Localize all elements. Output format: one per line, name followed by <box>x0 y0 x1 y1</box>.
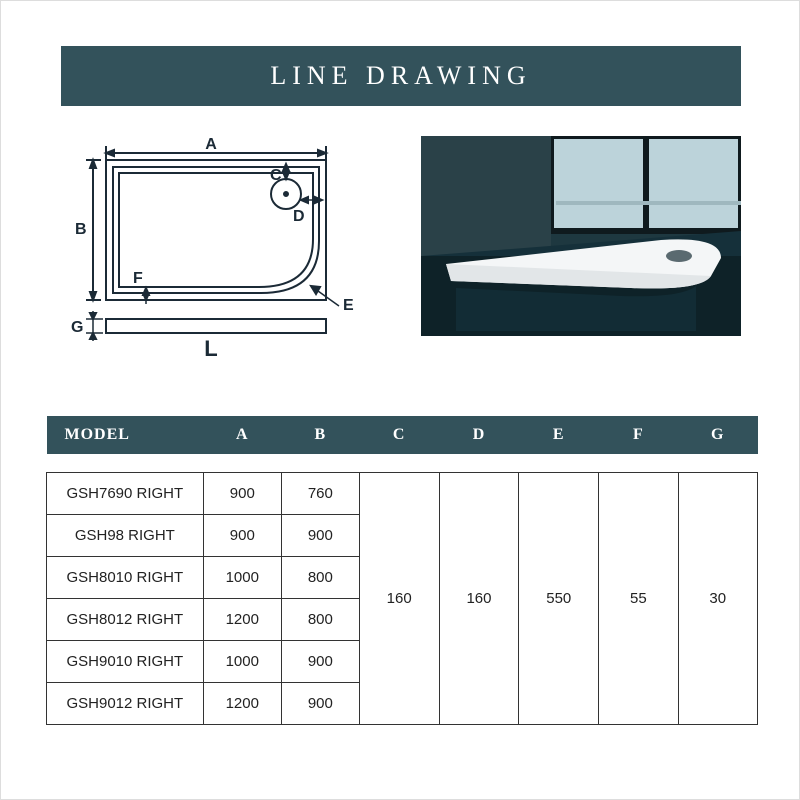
svg-text:C: C <box>270 167 282 184</box>
title-bar: LINE DRAWING <box>61 46 741 106</box>
svg-text:B: B <box>75 221 87 238</box>
cell-c: 160 <box>359 472 439 724</box>
svg-text:E: E <box>343 297 354 314</box>
svg-text:L: L <box>204 336 217 361</box>
col-f: F <box>599 416 678 454</box>
cell-b: 760 <box>281 472 359 514</box>
cell-model: GSH8010 RIGHT <box>47 556 204 598</box>
table-row: GSH7690 RIGHT 900 760 160 160 550 55 30 <box>47 472 758 514</box>
col-b: B <box>281 416 359 454</box>
cell-a: 900 <box>203 472 281 514</box>
cell-b: 800 <box>281 598 359 640</box>
cell-model: GSH8012 RIGHT <box>47 598 204 640</box>
cell-model: GSH7690 RIGHT <box>47 472 204 514</box>
cell-d: 160 <box>439 472 519 724</box>
svg-text:G: G <box>71 319 83 336</box>
col-d: D <box>439 416 519 454</box>
cell-model: GSH98 RIGHT <box>47 514 204 556</box>
cell-b: 900 <box>281 514 359 556</box>
cell-a: 1000 <box>203 640 281 682</box>
cell-model: GSH9010 RIGHT <box>47 640 204 682</box>
page-title: LINE DRAWING <box>270 61 531 91</box>
cell-a: 1200 <box>203 682 281 724</box>
cell-f: 55 <box>599 472 678 724</box>
table-header-row: MODEL A B C D E F G <box>47 416 758 454</box>
dimensions-table: MODEL A B C D E F G GSH7690 RIGHT 900 76… <box>46 416 758 725</box>
cell-a: 1000 <box>203 556 281 598</box>
svg-text:D: D <box>293 208 305 225</box>
cell-b: 900 <box>281 640 359 682</box>
product-photo <box>421 136 741 336</box>
cell-g: 30 <box>678 472 757 724</box>
line-drawing-diagram: A C D B <box>61 136 361 361</box>
cell-e: 550 <box>519 472 599 724</box>
col-g: G <box>678 416 757 454</box>
cell-a: 900 <box>203 514 281 556</box>
cell-b: 900 <box>281 682 359 724</box>
col-a: A <box>203 416 281 454</box>
cell-b: 800 <box>281 556 359 598</box>
col-e: E <box>519 416 599 454</box>
cell-model: GSH9012 RIGHT <box>47 682 204 724</box>
spec-table: MODEL A B C D E F G GSH7690 RIGHT 900 76… <box>46 416 758 725</box>
col-model: MODEL <box>47 416 204 454</box>
svg-text:A: A <box>205 136 217 153</box>
cell-a: 1200 <box>203 598 281 640</box>
svg-text:F: F <box>133 270 143 287</box>
col-c: C <box>359 416 439 454</box>
